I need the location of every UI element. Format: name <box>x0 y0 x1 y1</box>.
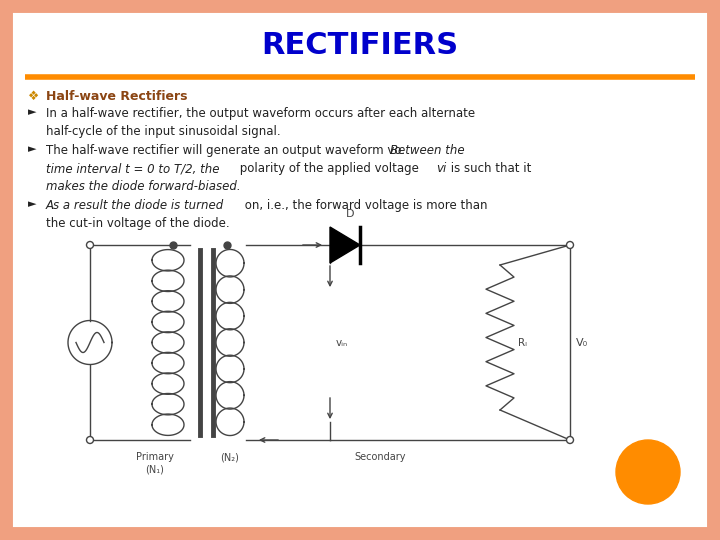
Text: ❖: ❖ <box>28 90 40 103</box>
Circle shape <box>567 436 574 443</box>
FancyBboxPatch shape <box>6 6 714 534</box>
Text: is such that it: is such that it <box>447 162 531 175</box>
Text: (N₁): (N₁) <box>145 464 164 474</box>
Text: on, i.e., the forward voltage is more than: on, i.e., the forward voltage is more th… <box>241 199 487 212</box>
Circle shape <box>567 241 574 248</box>
Text: As a result the diode is turned: As a result the diode is turned <box>46 199 224 212</box>
Text: The half-wave rectifier will generate an output waveform vo.: The half-wave rectifier will generate an… <box>46 144 409 157</box>
Circle shape <box>86 436 94 443</box>
Text: ►: ► <box>28 199 37 209</box>
Text: Half-wave Rectifiers: Half-wave Rectifiers <box>46 90 187 103</box>
Text: Secondary: Secondary <box>354 452 406 462</box>
Text: the cut-in voltage of the diode.: the cut-in voltage of the diode. <box>46 217 230 230</box>
Circle shape <box>616 440 680 504</box>
Polygon shape <box>330 227 360 263</box>
Text: makes the diode forward-biased.: makes the diode forward-biased. <box>46 180 240 193</box>
Text: vᵢₙ: vᵢₙ <box>336 338 348 348</box>
Text: Rₗ: Rₗ <box>518 338 527 348</box>
Text: (N₂): (N₂) <box>220 452 240 462</box>
Text: polarity of the applied voltage: polarity of the applied voltage <box>236 162 423 175</box>
Text: ►: ► <box>28 144 37 154</box>
Text: V₀: V₀ <box>576 338 588 348</box>
Text: D: D <box>346 209 354 219</box>
Text: RECTIFIERS: RECTIFIERS <box>261 30 459 59</box>
Circle shape <box>86 241 94 248</box>
Text: time interval t = 0 to T/2, the: time interval t = 0 to T/2, the <box>46 162 220 175</box>
Text: Primary: Primary <box>136 452 174 462</box>
Text: ►: ► <box>28 107 37 117</box>
Text: Between the: Between the <box>390 144 464 157</box>
Text: half-cycle of the input sinusoidal signal.: half-cycle of the input sinusoidal signa… <box>46 125 281 138</box>
Text: vi: vi <box>436 162 446 175</box>
Text: In a half-wave rectifier, the output waveform occurs after each alternate: In a half-wave rectifier, the output wav… <box>46 107 475 120</box>
